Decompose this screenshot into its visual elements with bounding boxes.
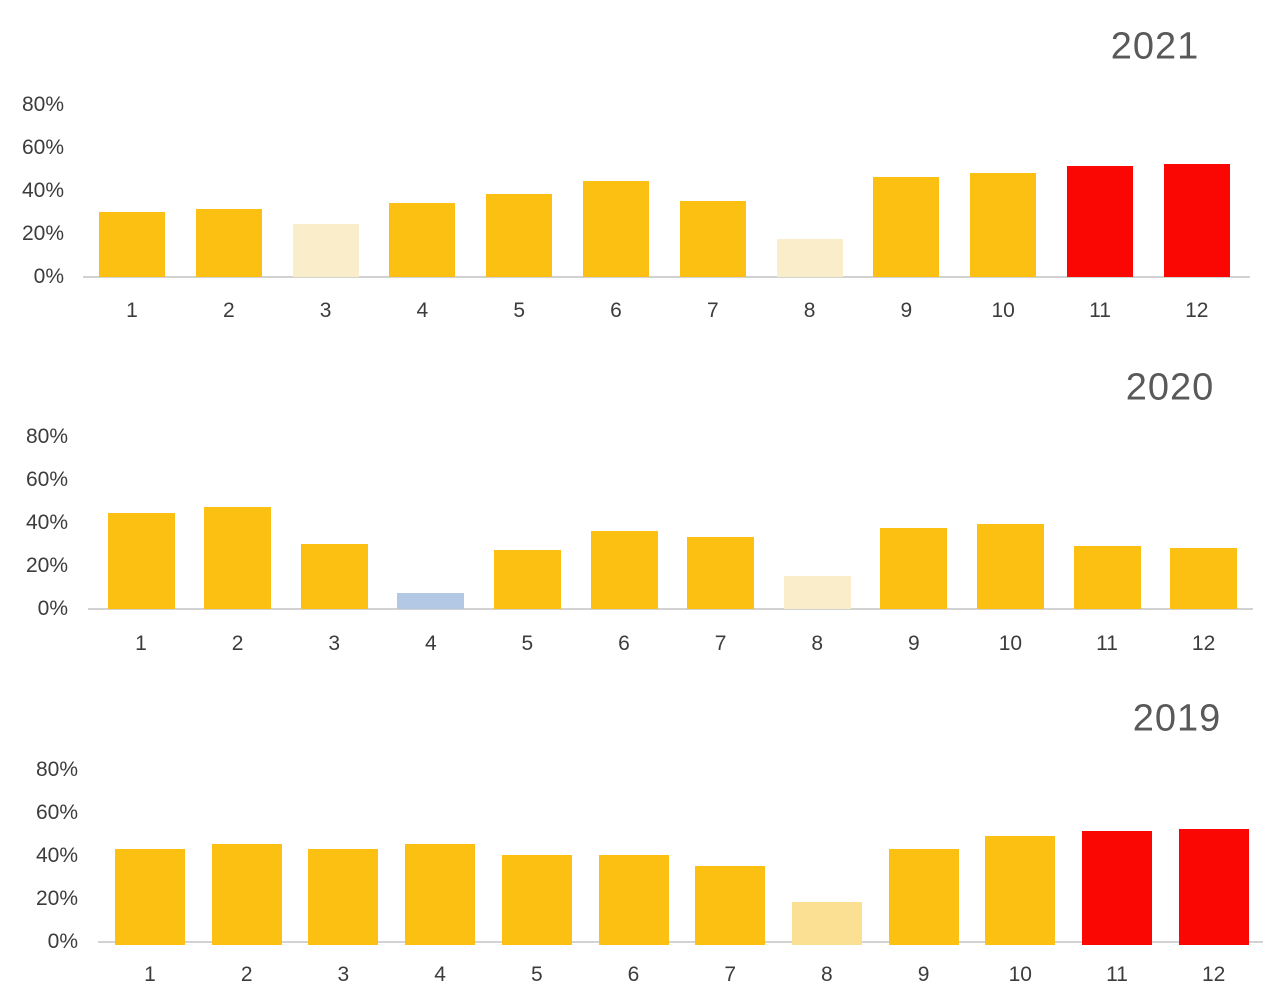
bar-2019-month-12 [1178,829,1249,945]
x-axis-label: 9 [917,963,930,986]
bar-2019-month-3 [308,848,379,945]
x-axis-label: 4 [434,963,446,986]
bar-2020-month-3 [300,543,368,609]
y-axis-label: 40% [35,844,78,867]
bar-2021-month-4 [389,202,456,277]
x-axis-label: 3 [337,963,350,986]
x-axis-label: 1 [144,963,156,986]
x-axis-label: 2 [222,299,235,322]
x-axis-label: 1 [126,299,138,322]
bar-2021-month-3 [292,224,359,277]
x-axis-label: 5 [530,963,543,986]
x-axis-label: 6 [610,299,622,322]
bar-2019-month-2 [211,844,282,945]
y-axis-label: 80% [25,425,68,448]
bar-2019-month-1 [115,848,185,945]
x-axis-label: 6 [618,632,630,655]
x-axis-label: 8 [803,299,816,322]
bar-2019-month-9 [888,848,959,945]
bar-2021-month-1 [99,211,165,277]
x-axis-label: 12 [1202,963,1226,986]
x-axis-label: 4 [416,299,429,322]
y-axis-label: 20% [21,222,64,245]
x-axis-label: 9 [907,632,920,655]
bar-2020-month-6 [590,530,658,609]
y-axis-label: 60% [25,468,68,491]
x-axis-label: 2 [231,632,244,655]
bar-2021-month-9 [873,177,940,277]
x-axis-label: 7 [724,963,737,986]
y-axis-label: 0% [33,265,64,288]
bar-2021-month-12 [1163,164,1230,277]
x-axis-label: 11 [1089,299,1111,322]
x-axis-label: 8 [821,963,833,986]
bar-2019-month-4 [405,844,476,945]
bar-2020-month-1 [107,513,175,609]
y-axis-label: 0% [47,930,78,953]
y-axis-label: 0% [37,597,68,620]
bar-2020-month-10 [976,524,1044,609]
x-axis-label: 1 [135,632,147,655]
x-axis-label: 10 [998,632,1023,655]
y-axis-label: 20% [35,887,78,910]
x-axis-label: 12 [1185,299,1209,322]
x-axis-line [83,276,1250,278]
bar-2019-month-10 [985,835,1056,945]
y-axis-label: 80% [21,93,64,116]
y-axis-label: 40% [25,511,68,534]
bar-2021-month-2 [195,209,262,277]
bar-2021-month-10 [970,172,1037,277]
x-axis-label: 9 [900,299,913,322]
y-axis-label: 60% [35,801,78,824]
y-axis-label: 40% [21,179,64,202]
bar-2020-month-11 [1073,545,1141,609]
bar-2020-month-5 [493,549,561,609]
bar-2019-month-6 [598,855,669,945]
bar-2019-month-7 [695,865,766,945]
bar-2020-month-4 [397,592,465,609]
x-axis-label: 3 [328,632,341,655]
x-axis-label: 7 [706,299,719,322]
bar-2019-month-8 [791,902,862,945]
x-axis-line [98,941,1263,943]
x-axis-label: 12 [1191,632,1216,655]
x-axis-label: 7 [714,632,727,655]
x-axis-label: 8 [811,632,824,655]
x-axis-label: 11 [1106,963,1128,986]
bar-2019-month-5 [501,855,572,945]
bar-2019-month-11 [1082,831,1152,945]
x-axis-label: 10 [1008,963,1032,986]
chart-title-2021: 2021 [1110,25,1200,68]
bar-2021-month-6 [583,181,649,277]
x-axis-label: 3 [319,299,332,322]
chart-title-2019: 2019 [1132,697,1222,740]
bar-2020-month-2 [204,506,272,609]
x-axis-label: 11 [1096,632,1118,655]
x-axis-label: 10 [991,299,1015,322]
chart-title-2020: 2020 [1125,366,1215,409]
bar-2021-month-5 [486,194,553,277]
x-axis-label: 2 [240,963,253,986]
x-axis-line [88,608,1253,610]
x-axis-label: 5 [513,299,526,322]
y-axis-label: 60% [21,136,64,159]
bar-2021-month-7 [679,200,746,277]
x-axis-label: 5 [521,632,534,655]
bar-2020-month-7 [687,537,755,609]
bar-2020-month-8 [783,575,851,609]
bar-2021-month-8 [776,239,843,277]
y-axis-label: 80% [35,758,78,781]
bar-2021-month-11 [1067,166,1133,277]
x-axis-label: 4 [424,632,437,655]
bar-2020-month-9 [880,528,948,609]
x-axis-label: 6 [627,963,640,986]
y-axis-label: 20% [25,554,68,577]
bar-2020-month-12 [1170,547,1238,609]
